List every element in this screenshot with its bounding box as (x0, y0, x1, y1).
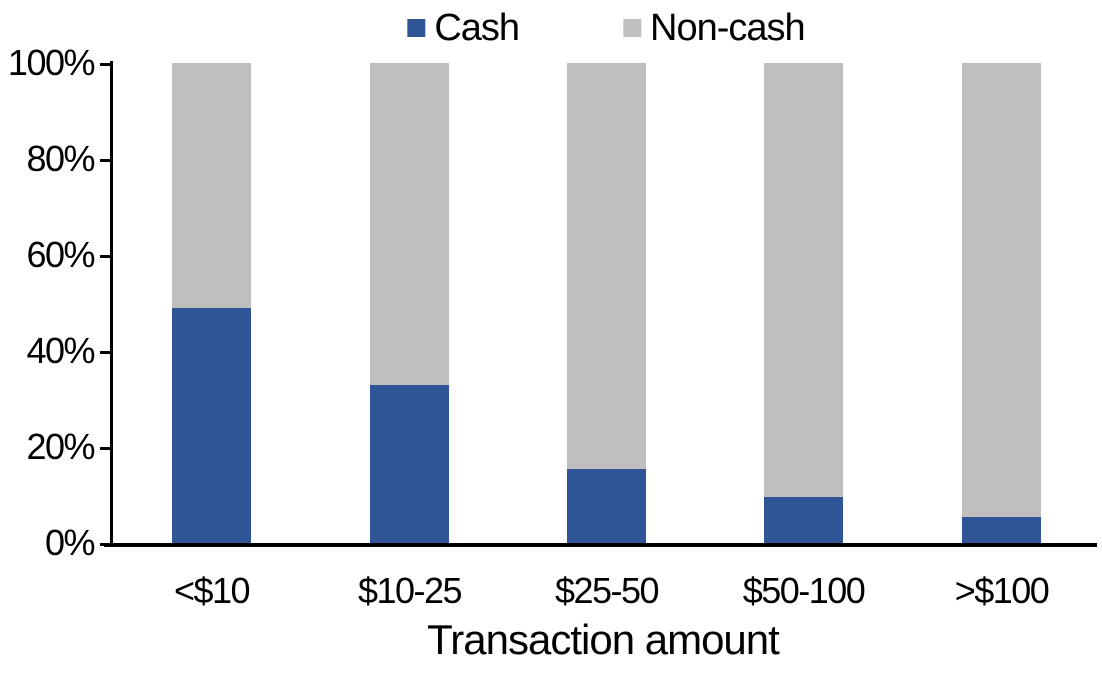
y-axis-line (110, 61, 113, 547)
y-axis-tick (100, 255, 110, 258)
x-axis-tick-label: <$10 (173, 570, 251, 611)
y-axis-tick (100, 351, 110, 354)
y-axis-tick (100, 63, 110, 66)
bar-segment-non-cash (172, 63, 251, 308)
bar-segment-cash (764, 497, 843, 543)
x-axis-line (104, 543, 1097, 547)
bar-segment-cash (567, 468, 646, 543)
cash-legend-label: Cash (434, 7, 520, 49)
y-axis-tick-label: 60% (26, 234, 95, 275)
legend-item-noncash: Non-cash (623, 7, 806, 49)
bar-segment-non-cash (764, 63, 843, 498)
y-axis-tick (100, 543, 110, 546)
y-axis-tick-label: 0% (44, 522, 96, 563)
y-axis-tick-label: 100% (7, 42, 96, 83)
y-axis-tick-label: 20% (26, 426, 95, 467)
y-axis-tick-label: 80% (26, 138, 95, 179)
bar-segment-cash (172, 307, 251, 543)
y-axis-tick-label: 40% (26, 330, 95, 371)
noncash-legend-swatch-icon (623, 19, 642, 37)
legend-item-cash: Cash (407, 7, 520, 49)
legend: Cash Non-cash (407, 7, 806, 49)
cash-legend-swatch-icon (407, 19, 426, 37)
x-axis-tick-label: $10-25 (357, 570, 463, 611)
bar-segment-cash (962, 516, 1041, 543)
x-axis-tick-label: $50-100 (742, 570, 866, 611)
bar-segment-non-cash (962, 63, 1041, 517)
y-axis-tick (100, 159, 110, 162)
x-axis-tick-label: $25-50 (554, 570, 660, 611)
bar-segment-cash (370, 384, 449, 543)
x-axis-tick-label: >$100 (954, 570, 1050, 611)
bar-segment-non-cash (567, 63, 646, 469)
y-axis-tick (100, 447, 110, 450)
noncash-legend-label: Non-cash (650, 7, 806, 49)
x-axis-title: Transaction amount (427, 616, 780, 663)
bar-segment-non-cash (370, 63, 449, 385)
